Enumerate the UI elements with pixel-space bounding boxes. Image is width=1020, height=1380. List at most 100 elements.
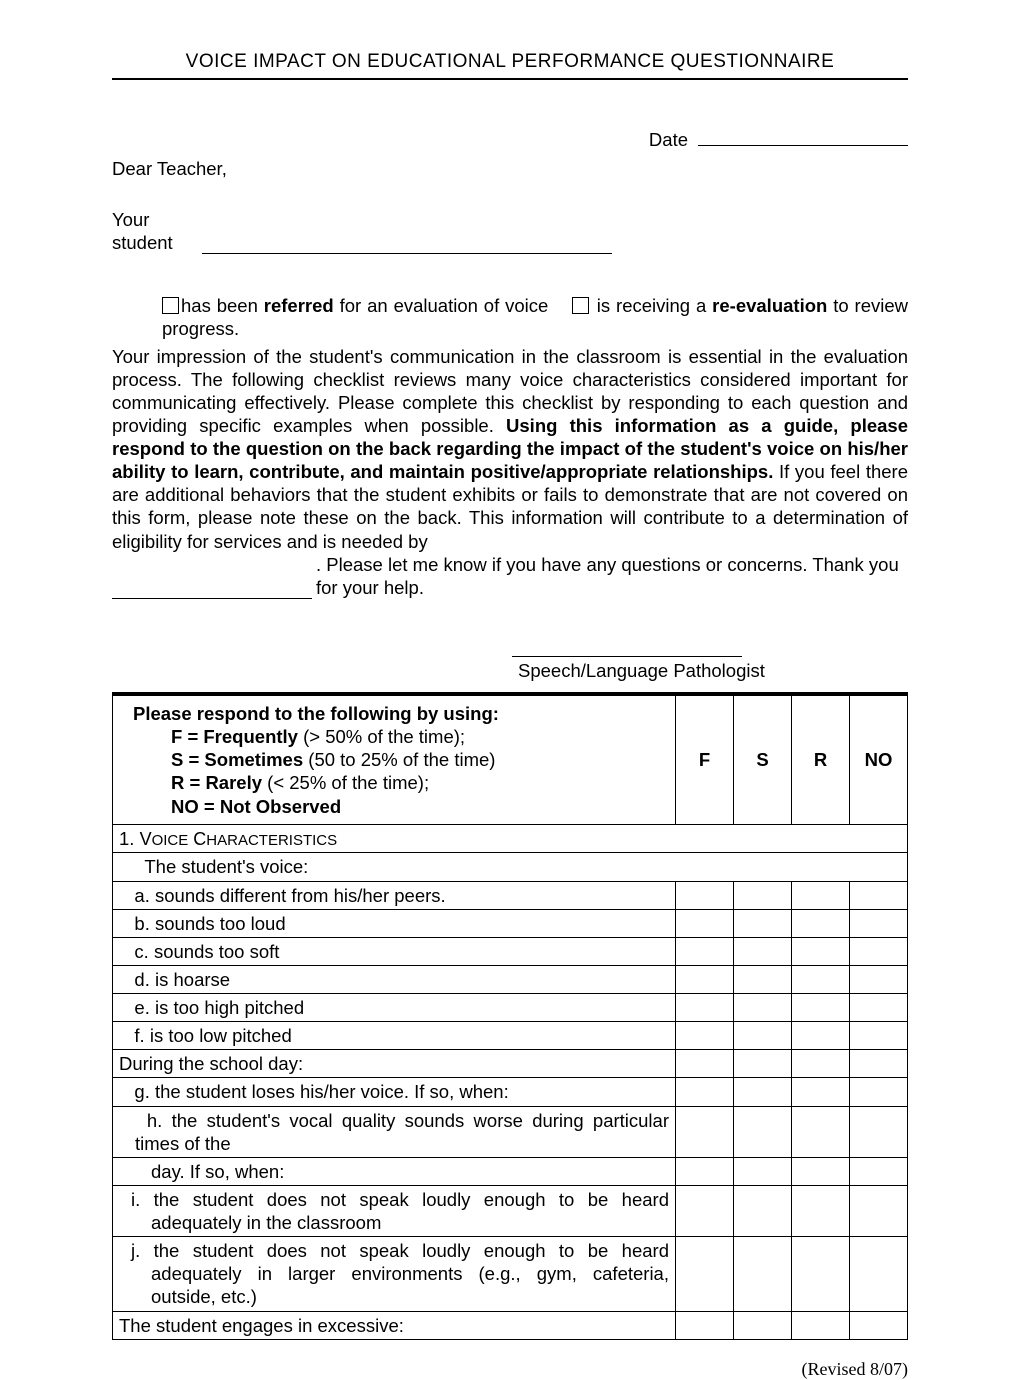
legend-r: R = Rarely bbox=[171, 772, 262, 793]
cell-eng-f[interactable] bbox=[676, 1311, 734, 1339]
reevaluation-checkbox[interactable] bbox=[572, 297, 589, 314]
cell-f-f[interactable] bbox=[676, 1022, 734, 1050]
cell-j-f[interactable] bbox=[676, 1237, 734, 1311]
cell-during-s[interactable] bbox=[734, 1050, 792, 1078]
cell-d-f[interactable] bbox=[676, 965, 734, 993]
cell-f-no[interactable] bbox=[850, 1022, 908, 1050]
item-c: c. sounds too soft bbox=[113, 937, 676, 965]
questionnaire-table: Please respond to the following by using… bbox=[112, 692, 908, 1340]
date-row: Date bbox=[112, 128, 908, 151]
slp-signature-block: Speech/Language Pathologist bbox=[112, 655, 908, 682]
cell-eng-s[interactable] bbox=[734, 1311, 792, 1339]
legend-s-paren: (50 to 25% of the time) bbox=[303, 749, 495, 770]
cell-a-f[interactable] bbox=[676, 881, 734, 909]
item-h2: day. If so, when: bbox=[113, 1157, 676, 1185]
cell-during-r[interactable] bbox=[792, 1050, 850, 1078]
col-header-no: NO bbox=[850, 696, 908, 825]
cell-i-no[interactable] bbox=[850, 1185, 908, 1236]
cell-eng-r[interactable] bbox=[792, 1311, 850, 1339]
cell-i-r[interactable] bbox=[792, 1185, 850, 1236]
cell-b-r[interactable] bbox=[792, 909, 850, 937]
legend-f: F = Frequently bbox=[171, 726, 298, 747]
cell-j-s[interactable] bbox=[734, 1237, 792, 1311]
cell-a-s[interactable] bbox=[734, 881, 792, 909]
cb1-bold: referred bbox=[264, 295, 334, 316]
item-g: g. the student loses his/her voice. If s… bbox=[113, 1078, 676, 1106]
date-field[interactable] bbox=[698, 145, 908, 146]
cell-j-r[interactable] bbox=[792, 1237, 850, 1311]
legend-title: Please respond to the following by using… bbox=[133, 703, 499, 724]
cb2-text-a: is receiving a bbox=[591, 295, 712, 316]
item-d: d. is hoarse bbox=[113, 965, 676, 993]
cell-h2-r[interactable] bbox=[792, 1157, 850, 1185]
cell-h1-f[interactable] bbox=[676, 1106, 734, 1157]
cell-e-s[interactable] bbox=[734, 994, 792, 1022]
cell-h2-no[interactable] bbox=[850, 1157, 908, 1185]
item-e: e. is too high pitched bbox=[113, 994, 676, 1022]
item-i: i. the student does not speak loudly eno… bbox=[113, 1185, 676, 1236]
legend-no: NO = Not Observed bbox=[171, 796, 341, 817]
item-a: a. sounds different from his/her peers. bbox=[113, 881, 676, 909]
cell-h1-no[interactable] bbox=[850, 1106, 908, 1157]
cell-f-s[interactable] bbox=[734, 1022, 792, 1050]
needed-by-field[interactable] bbox=[112, 577, 312, 599]
cell-h2-f[interactable] bbox=[676, 1157, 734, 1185]
cell-j-no[interactable] bbox=[850, 1237, 908, 1311]
cb2-bold: re-evaluation bbox=[712, 295, 827, 316]
referral-checkboxes: has been referred for an evaluation of v… bbox=[162, 294, 908, 340]
cell-eng-no[interactable] bbox=[850, 1311, 908, 1339]
item-f: f. is too low pitched bbox=[113, 1022, 676, 1050]
cell-b-no[interactable] bbox=[850, 909, 908, 937]
cell-c-f[interactable] bbox=[676, 937, 734, 965]
student-field[interactable] bbox=[202, 231, 612, 254]
cell-d-r[interactable] bbox=[792, 965, 850, 993]
item-j: j. the student does not speak loudly eno… bbox=[113, 1237, 676, 1311]
cell-during-no[interactable] bbox=[850, 1050, 908, 1078]
cell-c-r[interactable] bbox=[792, 937, 850, 965]
needed-tail: . Please let me know if you have any que… bbox=[312, 553, 908, 599]
greeting: Dear Teacher, bbox=[112, 157, 908, 180]
during-label: During the school day: bbox=[113, 1050, 676, 1078]
cell-c-s[interactable] bbox=[734, 937, 792, 965]
cell-g-no[interactable] bbox=[850, 1078, 908, 1106]
legend-s: S = Sometimes bbox=[171, 749, 303, 770]
referred-checkbox[interactable] bbox=[162, 297, 179, 314]
cell-d-s[interactable] bbox=[734, 965, 792, 993]
section1-title: 1. VOICE CHARACTERISTICS bbox=[113, 824, 908, 853]
cell-h1-s[interactable] bbox=[734, 1106, 792, 1157]
section1-intro: The student's voice: bbox=[113, 853, 908, 881]
cell-g-r[interactable] bbox=[792, 1078, 850, 1106]
legend-cell: Please respond to the following by using… bbox=[113, 696, 676, 825]
cell-h2-s[interactable] bbox=[734, 1157, 792, 1185]
cell-during-f[interactable] bbox=[676, 1050, 734, 1078]
cell-i-s[interactable] bbox=[734, 1185, 792, 1236]
student-row: Your student bbox=[112, 208, 908, 254]
cell-g-f[interactable] bbox=[676, 1078, 734, 1106]
col-header-r: R bbox=[792, 696, 850, 825]
date-label: Date bbox=[649, 128, 688, 151]
item-h1: h. the student's vocal quality sounds wo… bbox=[113, 1106, 676, 1157]
cell-b-f[interactable] bbox=[676, 909, 734, 937]
main-paragraph: Your impression of the student's communi… bbox=[112, 345, 908, 553]
slp-signature-line[interactable] bbox=[512, 655, 742, 657]
col-header-f: F bbox=[676, 696, 734, 825]
cell-d-no[interactable] bbox=[850, 965, 908, 993]
page-title: VOICE IMPACT ON EDUCATIONAL PERFORMANCE … bbox=[112, 50, 908, 80]
cell-e-no[interactable] bbox=[850, 994, 908, 1022]
cell-a-no[interactable] bbox=[850, 881, 908, 909]
item-b: b. sounds too loud bbox=[113, 909, 676, 937]
cell-f-r[interactable] bbox=[792, 1022, 850, 1050]
cell-h1-r[interactable] bbox=[792, 1106, 850, 1157]
cell-e-r[interactable] bbox=[792, 994, 850, 1022]
col-header-s: S bbox=[734, 696, 792, 825]
cell-e-f[interactable] bbox=[676, 994, 734, 1022]
needed-by-row: . Please let me know if you have any que… bbox=[112, 553, 908, 599]
cb1-text-a: has been bbox=[181, 295, 264, 316]
cell-c-no[interactable] bbox=[850, 937, 908, 965]
slp-label: Speech/Language Pathologist bbox=[518, 659, 908, 682]
revised-note: (Revised 8/07) bbox=[112, 1358, 908, 1380]
cell-i-f[interactable] bbox=[676, 1185, 734, 1236]
cell-g-s[interactable] bbox=[734, 1078, 792, 1106]
cell-b-s[interactable] bbox=[734, 909, 792, 937]
cell-a-r[interactable] bbox=[792, 881, 850, 909]
